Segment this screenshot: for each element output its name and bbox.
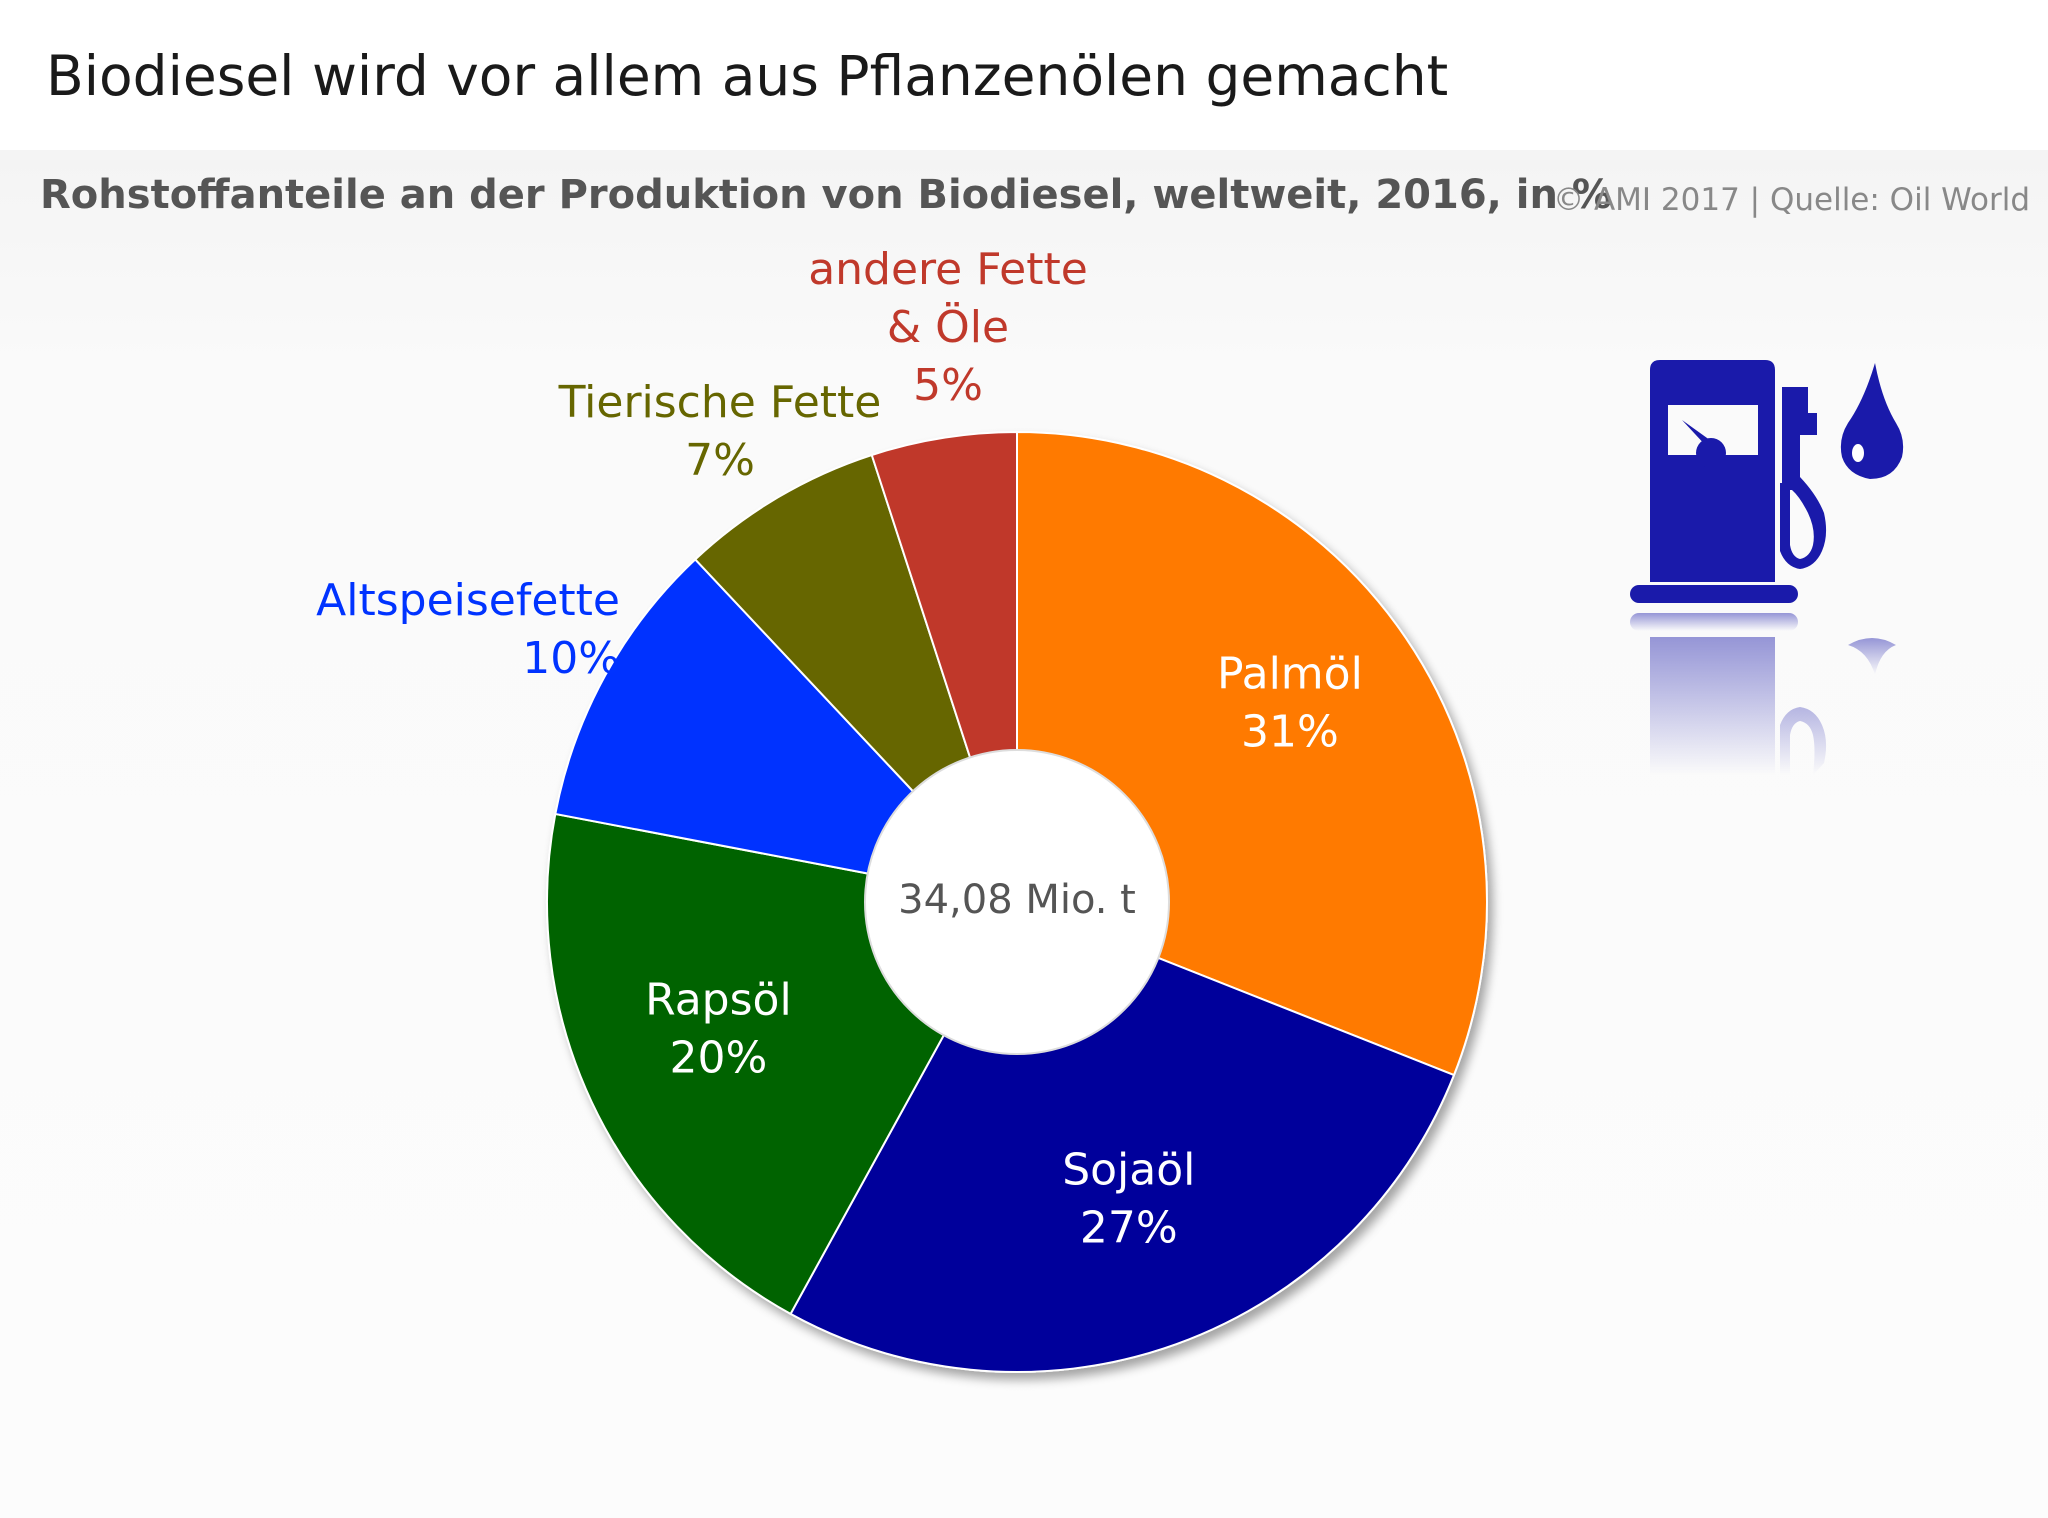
value-label-4: 7% [685,435,755,486]
source-credit: © AMI 2017 | Quelle: Oil World [1553,182,2030,218]
fuel-pump-with-droplet-icon [1630,360,1904,775]
center-total-label: 34,08 Mio. t [898,877,1136,923]
chart-subtitle: Rohstoffanteile an der Produktion von Bi… [40,172,1612,218]
chart-title: Biodiesel wird vor allem aus Pflanzenöle… [46,44,1449,108]
value-label-2: 20% [670,1033,768,1084]
value-label-3: 10% [522,633,620,684]
category-label-5-0: andere Fette [808,244,1088,295]
value-label-5: 5% [913,360,983,411]
category-label-2-0: Rapsöl [645,975,792,1026]
category-label-1-0: Sojaöl [1062,1144,1195,1195]
category-label-0-0: Palmöl [1217,649,1363,700]
donut-hole [864,749,1170,1055]
category-label-3-0: Altspeisefette [316,575,620,626]
category-label-5-1: & Öle [887,301,1009,353]
value-label-0: 31% [1241,707,1339,758]
value-label-1: 27% [1080,1202,1178,1253]
category-label-4-0: Tierische Fette [558,377,882,428]
